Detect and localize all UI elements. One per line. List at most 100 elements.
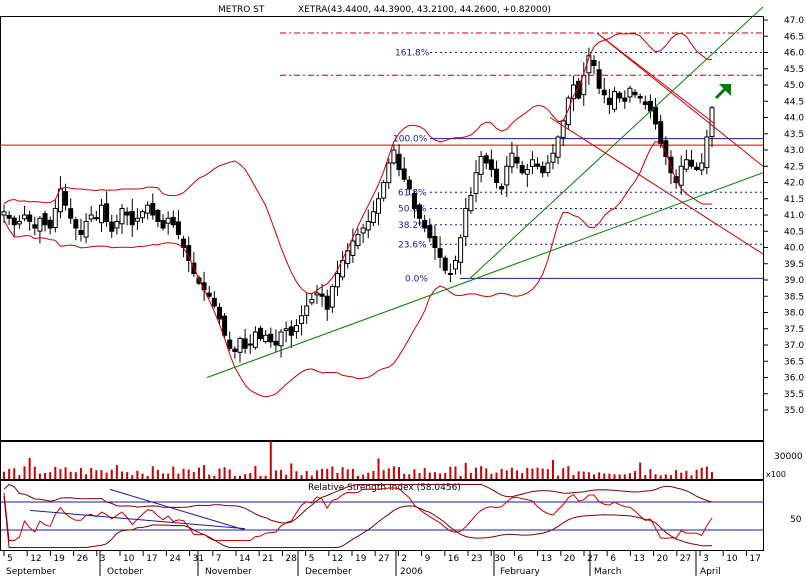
y-tick-label: 43.0 [784,146,804,156]
volume-bar [321,468,324,479]
x-month-label: February [500,567,541,577]
volume-bar [521,473,524,479]
volume-bar [85,474,88,479]
volume-bar [398,467,401,479]
x-day-label: 24 [169,554,181,564]
volume-bar [392,466,395,479]
y-tick-label: 46.0 [784,49,804,59]
volume-bar [38,473,41,479]
volume-bar [54,466,57,479]
fib-level-label: 0.0% [405,274,428,284]
volume-bar [254,466,257,479]
bollinger-lower-band [3,140,713,398]
volume-bar [290,463,293,479]
volume-bar [546,469,549,479]
candle-body [632,91,638,96]
volume-bar [23,466,26,479]
y-tick-label: 41.0 [784,211,804,221]
volume-bar [269,441,272,479]
candle-body [535,163,541,167]
bollinger-upper-band [3,32,713,295]
rsi-lower-band [3,496,713,548]
volume-bar [49,472,52,479]
x-day-label: 10 [123,554,135,564]
candle-body [16,221,22,225]
volume-bar [162,473,165,479]
candle-body [447,273,453,275]
chart-quote: XETRA(43.4400, 44.3900, 43.2100, 44.2600… [298,5,551,15]
volume-bar [557,475,560,479]
y-tick-label: 38.0 [784,309,804,319]
y-tick-label: 36.5 [784,357,804,367]
fib-level-label: 161.8% [395,49,430,59]
y-tick-label: 39.0 [784,276,804,286]
candle-body [370,211,376,224]
volume-bar [3,471,5,479]
candle-body [11,217,17,226]
volume-bar [95,470,98,479]
volume-bar [387,468,390,479]
volume-tick-30000: 30000 [774,452,803,462]
volume-bar [459,475,462,479]
volume-bar [192,472,195,479]
candle-body [463,208,469,238]
candle-body [104,203,110,222]
candle-body [242,338,248,349]
volume-bar [136,470,139,479]
candle-body [109,221,115,232]
volume-bar [367,472,370,479]
volume-bar [618,474,621,479]
volume-bar [300,475,303,479]
candle-body [699,162,705,171]
candle-body [165,217,171,224]
volume-bar [608,473,611,479]
x-day-label: 17 [146,554,157,564]
volume-bar [305,471,308,479]
volume-bar [598,472,601,479]
volume-bar [208,474,211,479]
volume-bar [551,460,554,479]
volume-bar [131,475,134,479]
x-day-label: 3 [703,554,709,564]
volume-bar [603,473,606,479]
x-day-label: 26 [77,554,89,564]
volume-bar [403,473,406,479]
volume-bar [700,467,703,479]
candle-body [658,121,664,144]
trend-line-support [206,172,764,378]
candle-body [422,219,428,229]
candle-body [150,202,156,216]
candle-body [155,210,161,222]
volume-bar [675,470,678,479]
candle-body [545,162,551,174]
volume-bar [428,472,431,479]
volume-bar [531,468,534,479]
x-day-label: 19 [53,554,65,564]
x-day-label: 6 [610,554,616,564]
volume-bar [526,467,529,479]
fib-level-label: 100.0% [393,135,428,145]
candle-body [114,221,120,229]
candle-body [678,165,684,186]
candle-body [124,211,130,216]
candle-body [22,214,28,220]
candle-body [186,245,192,262]
rsi-trend-line [109,488,246,531]
volume-bar [331,466,334,479]
price-panel-frame [0,16,764,441]
x-day-label: 19 [355,554,367,564]
x-day-label: 12 [332,554,343,564]
volume-bar [382,470,385,479]
rsi-line [3,487,713,541]
candle-body [134,217,140,222]
y-tick-label: 40.0 [784,244,804,254]
candle-body [283,328,289,331]
x-day-label: 7 [216,554,222,564]
volume-bar [244,474,247,479]
x-day-label: 3 [100,554,106,564]
candle-body [258,327,264,339]
volume-bar [126,472,129,479]
candle-body [704,136,710,169]
volume-bar [613,474,616,479]
volume-bar [90,468,93,479]
